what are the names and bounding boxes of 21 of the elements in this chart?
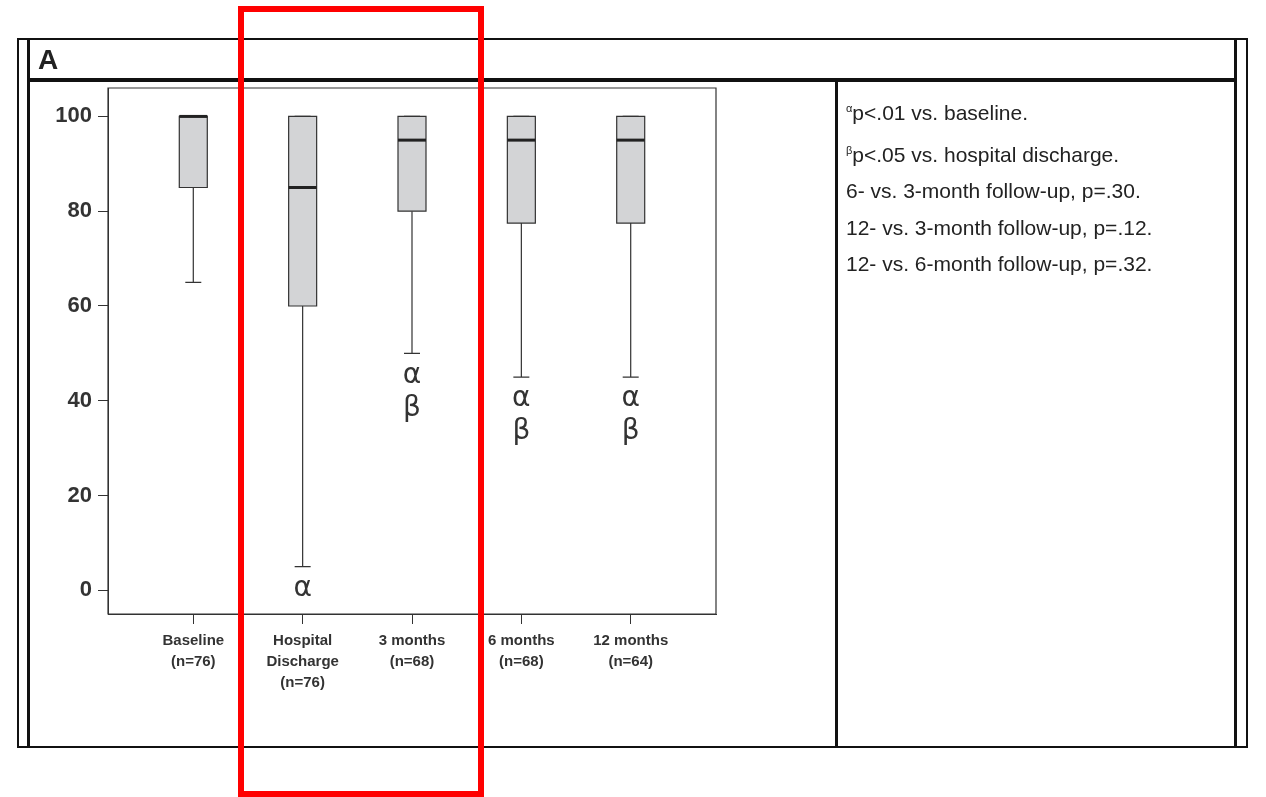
y-tick-label: 40: [67, 386, 92, 412]
text: A: [38, 44, 59, 76]
y-tick-label: 80: [67, 197, 92, 223]
text: 12- vs. 6-month follow-up, p=.32.: [846, 251, 1153, 277]
annotation: α β: [621, 380, 640, 447]
annotation: α: [293, 569, 312, 603]
x-tick-label: 6 months (n=68): [488, 630, 555, 669]
y-tick-label: 60: [67, 292, 92, 318]
x-tick-label: Hospital Discharge (n=76): [266, 630, 339, 690]
x-tick-label: Baseline (n=76): [162, 630, 225, 669]
y-tick-label: 100: [55, 102, 92, 128]
text: 12- vs. 3-month follow-up, p=.12.: [846, 214, 1153, 241]
text: $^{α}$p<.01 vs. baseline.: [846, 100, 1030, 126]
x-tick-label: 3 months (n=68): [378, 630, 446, 669]
text: $^{β}$p<.05 vs. hospital discharge.: [846, 141, 1121, 168]
text: 6- vs. 3-month follow-up, p=.30.: [846, 178, 1142, 204]
annotation: α β: [512, 380, 531, 447]
y-tick-label: 20: [67, 481, 92, 507]
y-tick-label: 0: [79, 576, 92, 602]
x-tick-label: 12 months (n=64): [593, 630, 669, 669]
annotation: α β: [402, 356, 422, 423]
